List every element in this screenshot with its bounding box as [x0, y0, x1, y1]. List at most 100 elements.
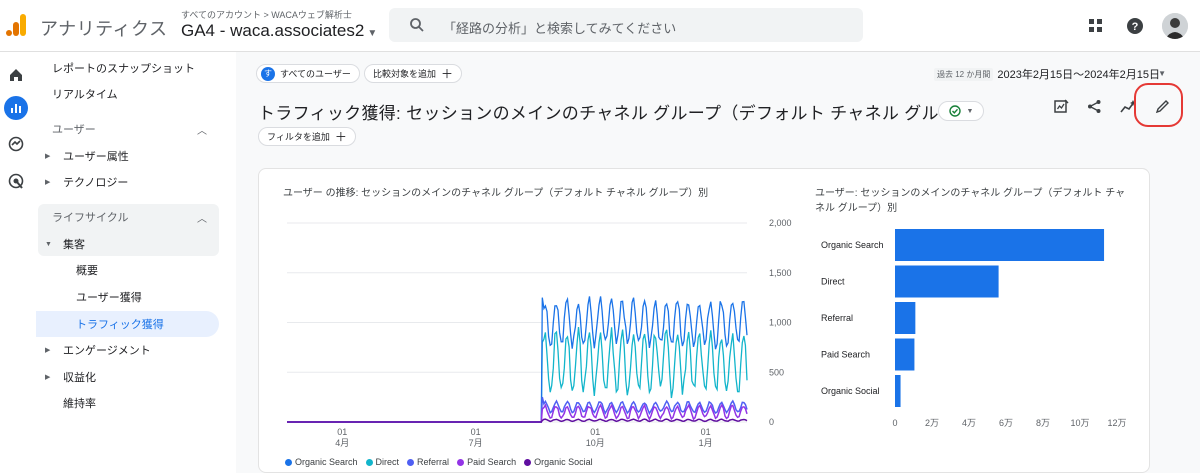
explore-icon[interactable] — [4, 132, 28, 156]
sidebar-item-label: ユーザー属性 — [63, 151, 129, 163]
sidebar-item-realtime[interactable]: リアルタイム — [36, 81, 219, 107]
bar-paid-search[interactable] — [895, 338, 915, 371]
series-line-referral[interactable] — [287, 396, 748, 423]
chevron-up-icon: ︿ — [197, 213, 207, 225]
segment-badge: す — [261, 66, 275, 81]
compare-label: 比較対象を追加 — [373, 69, 437, 79]
legend-label: Organic Search — [295, 457, 358, 467]
sidebar-item-user-attributes[interactable]: ▶ ユーザー属性 — [36, 143, 219, 169]
bar-chart-title: ユーザー: セッションのメインのチャネル グループ（デフォルト チャネル グルー… — [815, 188, 1126, 214]
x-tick-label: 2万 — [925, 418, 939, 428]
add-comparison-button[interactable]: 比較対象を追加 ＋ — [364, 64, 463, 83]
legend-item[interactable]: Organic Search — [285, 457, 358, 467]
x-tick-day: 01 — [471, 427, 481, 437]
date-prefix: 過去 12 か月間 — [934, 67, 994, 81]
x-tick-label: 12万 — [1107, 418, 1126, 428]
x-tick-label: 4万 — [962, 418, 976, 428]
customize-report-icon[interactable] — [1054, 99, 1069, 114]
section-label: ライフサイクル — [52, 212, 129, 224]
home-icon[interactable] — [4, 63, 28, 87]
filter-label: フィルタを追加 — [267, 132, 330, 142]
svg-text:?: ? — [1132, 21, 1139, 33]
bar-direct[interactable] — [895, 265, 999, 298]
x-tick-day: 01 — [590, 427, 600, 437]
legend-item[interactable]: Direct — [365, 457, 400, 467]
property-name: GA4 - waca.associates2 — [181, 21, 365, 40]
share-icon[interactable] — [1087, 99, 1102, 114]
bar-organic-social[interactable] — [895, 375, 901, 407]
top-bar: アナリティクス すべてのアカウント > WACAウェブ解析士 GA4 - wac… — [0, 0, 1200, 52]
sidebar-item-retention[interactable]: 維持率 — [36, 390, 219, 416]
legend-dot — [365, 458, 373, 466]
page-title: トラフィック獲得: セッションのメインのチャネル グループ（デフォルト チャネル… — [258, 104, 990, 123]
avatar[interactable] — [1162, 13, 1188, 39]
sidebar-item-monetization[interactable]: ▶ 収益化 — [36, 364, 219, 390]
x-tick-month: 10月 — [586, 438, 605, 448]
sidebar-item-label: 維持率 — [63, 398, 96, 410]
sidebar-item-label: 概要 — [76, 265, 98, 277]
series-line-organic-search[interactable] — [287, 296, 748, 423]
add-filter-button[interactable]: フィルタを追加 ＋ — [258, 127, 356, 146]
series-line-direct[interactable] — [287, 327, 748, 423]
sidebar-item-label: テクノロジー — [63, 177, 129, 189]
account-breadcrumb[interactable]: すべてのアカウント > WACAウェブ解析士 — [181, 10, 352, 20]
x-tick-label: 6万 — [999, 418, 1013, 428]
data-quality-status[interactable]: ▼ — [938, 101, 984, 121]
legend-label: Referral — [417, 457, 450, 467]
search-box[interactable]: 「経路の分析」と検索してみてください — [389, 8, 863, 42]
bar-organic-search[interactable] — [895, 229, 1105, 261]
property-selector[interactable]: GA4 - waca.associates2 ▼ — [181, 21, 377, 41]
bar-category-label: Paid Search — [821, 350, 870, 360]
bar-chart: Organic Search Direct Referral Paid Search O… — [821, 229, 1127, 428]
x-tick-day: 01 — [701, 427, 711, 437]
legend-item[interactable]: Organic Social — [524, 457, 593, 467]
check-circle-icon — [948, 105, 961, 117]
x-tick-label: 10万 — [1070, 418, 1089, 428]
section-label: ユーザー — [52, 124, 96, 136]
sidebar-section-user[interactable]: ユーザー ︿ — [36, 116, 219, 142]
bar-referral[interactable] — [895, 302, 916, 334]
reports-icon[interactable] — [4, 96, 28, 120]
highlight-annotation — [1134, 83, 1183, 127]
advertising-icon[interactable] — [4, 169, 28, 193]
y-tick-label: 1,500 — [769, 268, 792, 278]
app-name: アナリティクス — [40, 19, 168, 39]
insights-icon[interactable] — [1120, 99, 1137, 114]
left-rail — [0, 52, 32, 473]
sidebar-section-lifecycle[interactable]: ライフサイクル ︿ — [36, 204, 219, 230]
segment-chip[interactable]: す すべてのユーザー — [256, 64, 360, 83]
sidebar-item-overview[interactable]: 概要 — [36, 257, 219, 283]
bar-category-label: Referral — [821, 313, 853, 323]
caret-down-icon: ▼ — [367, 28, 378, 39]
legend-dot — [524, 458, 532, 466]
series-line-paid-search[interactable] — [287, 403, 748, 423]
sidebar-item-user-acquisition[interactable]: ユーザー獲得 — [36, 284, 219, 310]
report-sidebar: レポートのスナップショット リアルタイム ユーザー ︿ ▶ ユーザー属性 ▶ テ… — [36, 52, 236, 473]
apps-icon[interactable] — [1084, 14, 1108, 38]
sidebar-item-technology[interactable]: ▶ テクノロジー — [36, 169, 219, 195]
sidebar-item-label: 集客 — [63, 239, 85, 251]
sidebar-item-engagement[interactable]: ▶ エンゲージメント — [36, 337, 219, 363]
date-range-picker[interactable]: 過去 12 か月間 2023年2月15日～2024年2月15日 — [934, 66, 1160, 82]
expand-arrow-icon: ▶ — [45, 347, 51, 354]
sidebar-item-acquisition[interactable]: ▼ 集客 — [36, 231, 219, 257]
help-icon[interactable]: ? — [1123, 14, 1147, 38]
sidebar-item-snapshot[interactable]: レポートのスナップショット — [36, 55, 219, 81]
sidebar-item-traffic-acquisition[interactable]: トラフィック獲得 — [36, 311, 219, 337]
x-tick-label: 8万 — [1036, 418, 1050, 428]
caret-down-icon[interactable]: ▼ — [1158, 69, 1166, 78]
chevron-up-icon: ︿ — [197, 125, 207, 137]
expand-arrow-icon: ▶ — [45, 153, 51, 160]
y-tick-label: 2,000 — [769, 218, 792, 228]
sidebar-item-label: リアルタイム — [52, 89, 118, 101]
segment-label: すべてのユーザー — [280, 69, 351, 79]
edit-pencil-icon[interactable] — [1155, 99, 1170, 114]
sidebar-item-label: ユーザー獲得 — [76, 292, 142, 304]
legend-label: Direct — [375, 457, 400, 467]
legend-item[interactable]: Referral — [407, 457, 449, 467]
legend-item[interactable]: Paid Search — [457, 457, 516, 467]
analytics-logo-icon[interactable] — [6, 14, 28, 36]
x-tick-label: 0 — [892, 418, 897, 428]
series-line-organic-social[interactable] — [287, 418, 748, 423]
